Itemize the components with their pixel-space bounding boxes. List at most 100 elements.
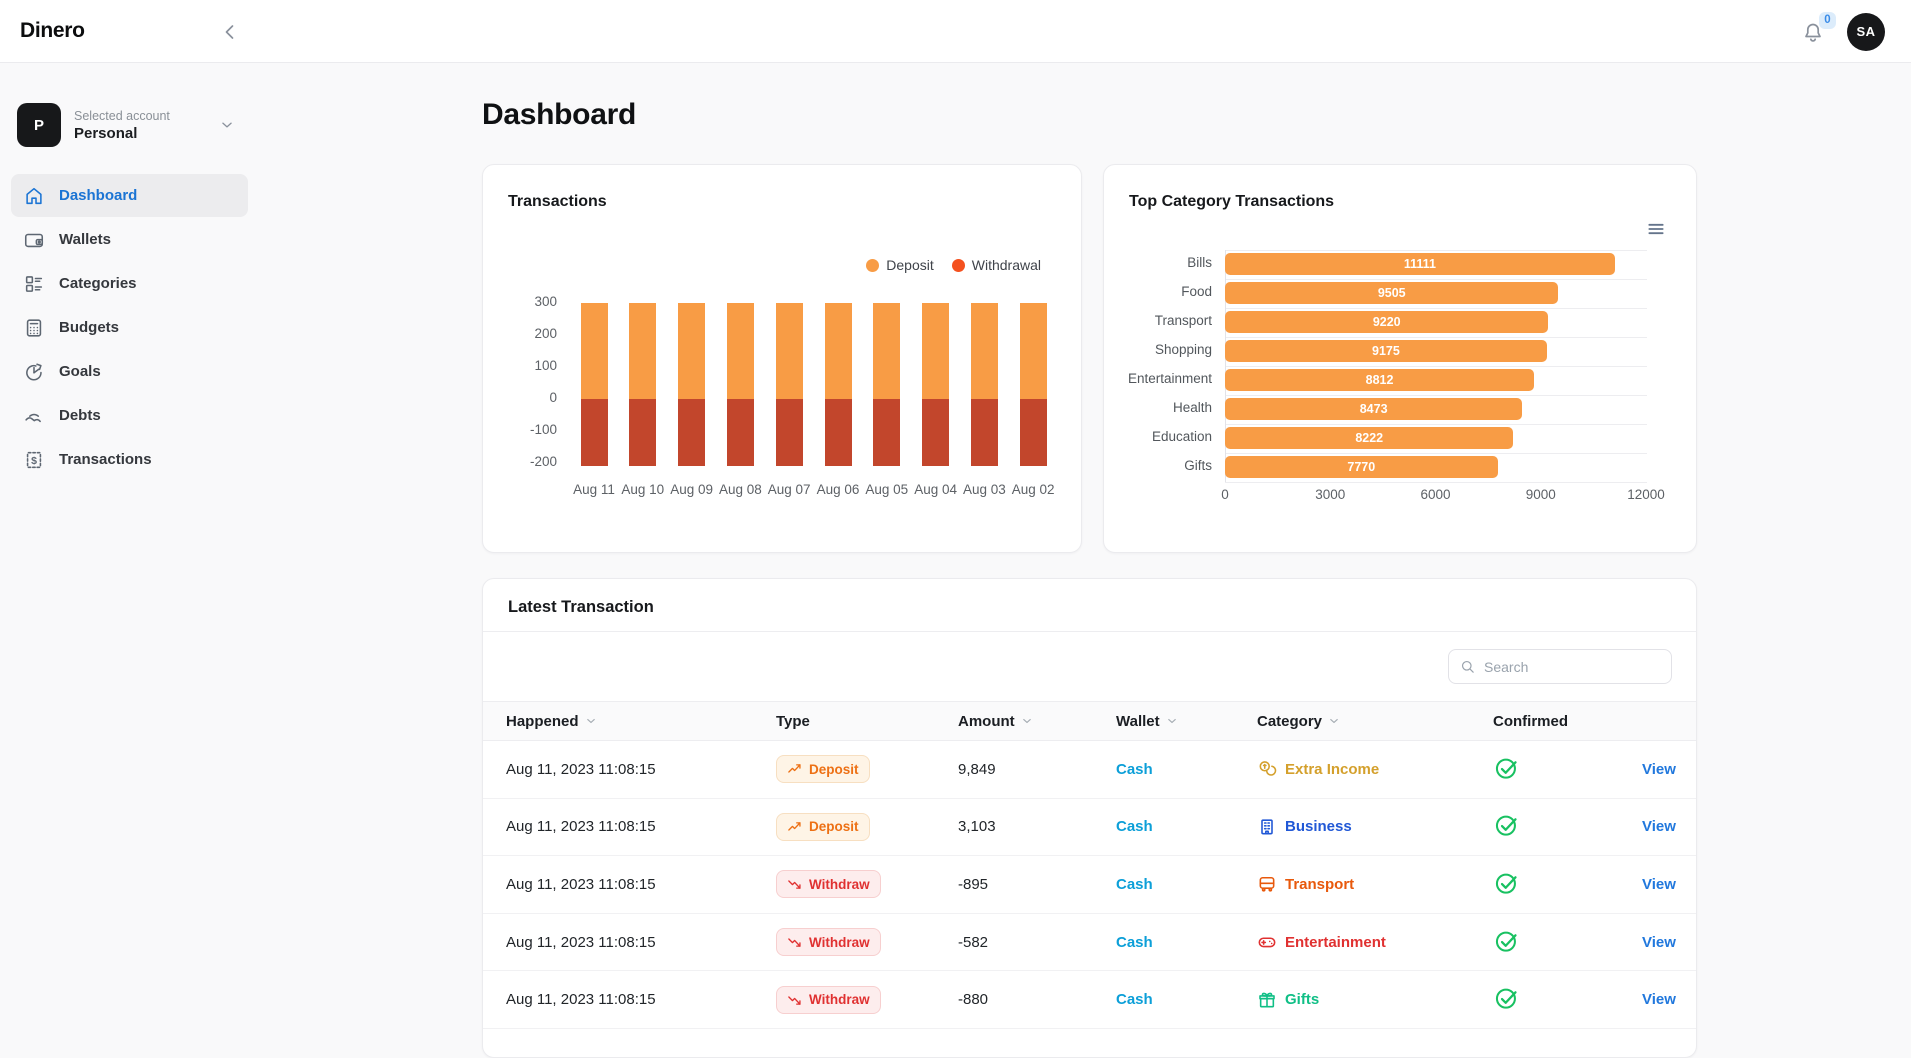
view-link[interactable]: View [1642,933,1676,951]
search-input[interactable] [1484,658,1665,675]
chart-legend: Deposit Withdrawal [866,257,1041,273]
coins-icon [1257,759,1277,779]
view-link[interactable]: View [1642,760,1676,778]
column-header-amount[interactable]: Amount [958,713,1116,730]
sidebar-item-transactions[interactable]: $ Transactions [11,438,248,481]
column-header-confirmed: Confirmed [1493,712,1568,730]
x-axis-tick: 6000 [1420,487,1451,502]
deposit-bar [726,303,754,399]
view-link[interactable]: View [1642,875,1676,893]
check-circle-icon [1493,927,1520,954]
chevron-down-icon [584,714,598,728]
x-axis-tick: 0 [1221,487,1229,502]
deposit-bar [580,303,608,399]
type-badge: Withdraw [776,870,881,899]
sidebar-item-dashboard[interactable]: Dashboard [11,174,248,217]
account-texts: Selected account Personal [74,109,170,142]
type-badge: Deposit [776,812,870,841]
wallet-link[interactable]: Cash [1116,933,1153,951]
sidebar-item-label: Transactions [59,451,152,468]
table-row: Aug 11, 2023 11:08:15 Deposit 9,849 Cash Ext… [483,741,1696,799]
check-circle-icon [1493,811,1520,838]
withdrawal-bar [580,399,608,467]
bus-icon [1257,874,1277,894]
deposit-bar [629,303,657,399]
sidebar-item-categories[interactable]: Categories [11,262,248,305]
chevron-down-icon [1020,714,1034,728]
x-axis-label: Aug 07 [767,482,811,497]
wallet-link[interactable]: Cash [1116,818,1153,836]
trending-down-icon [787,876,803,892]
sidebar: P Selected account Personal Dashboard Wal… [0,63,260,1026]
withdrawal-bar [775,399,803,467]
search-icon [1459,658,1476,675]
category-axis-label: Bills [1187,255,1212,270]
deposit-bar [970,303,998,399]
x-axis-tick: 9000 [1525,487,1556,502]
category-bar: 9220 [1225,311,1549,333]
category-cell: Extra Income [1257,759,1493,779]
sidebar-item-wallets[interactable]: Wallets [11,218,248,261]
category-bar: 8812 [1225,369,1535,391]
x-axis-label: Aug 09 [670,482,713,497]
legend-item-deposit[interactable]: Deposit [866,257,934,273]
sidebar-item-debts[interactable]: Debts [11,394,248,437]
wallet-icon [23,229,45,251]
table-row: Aug 11, 2023 11:08:15 Withdraw -880 Cash Gif… [483,971,1696,1029]
category-cell: Gifts [1257,990,1493,1010]
sidebar-collapse-button[interactable] [218,20,242,44]
table-row: Aug 11, 2023 11:08:15 Withdraw -582 Cash Ent… [483,914,1696,972]
wallet-link[interactable]: Cash [1116,991,1153,1009]
category-axis-label: Transport [1154,313,1212,328]
view-link[interactable]: View [1642,818,1676,836]
check-circle-icon [1493,984,1520,1011]
x-axis-tick: 3000 [1315,487,1346,502]
wallet-link[interactable]: Cash [1116,760,1153,778]
happened-cell: Aug 11, 2023 11:08:15 [506,991,656,1009]
view-link[interactable]: View [1642,991,1676,1009]
transactions-chart-card: Transactions Deposit Withdrawal 300 200 100… [482,164,1082,553]
category-bar: 8222 [1225,427,1514,449]
wallet-link[interactable]: Cash [1116,875,1153,893]
chart-menu-button[interactable] [1646,219,1666,239]
category-bar: 11111 [1225,253,1615,275]
column-header-wallet[interactable]: Wallet [1116,713,1257,730]
gift-icon [1257,990,1277,1010]
category-axis-label: Food [1181,284,1212,299]
account-selector[interactable]: P Selected account Personal [11,103,248,147]
legend-item-withdrawal[interactable]: Withdrawal [951,257,1041,273]
amount-cell: -880 [958,991,989,1009]
x-axis-label: Aug 03 [962,482,1006,497]
column-header-happened[interactable]: Happened [506,713,776,730]
confirmed-cell [1493,927,1642,958]
transactions-chart-title: Transactions [508,193,607,210]
y-axis-tick: -200 [529,454,557,469]
trending-down-icon [787,992,803,1008]
confirmed-cell [1493,754,1642,785]
gamepad-icon [1257,932,1277,952]
category-axis-label: Shopping [1154,342,1212,357]
deposit-bar [873,303,901,399]
x-axis-label: Aug 10 [621,482,665,497]
withdrawal-bar [1019,399,1047,467]
sidebar-item-goals[interactable]: Goals [11,350,248,393]
column-header-type: Type [776,712,810,730]
type-badge: Withdraw [776,928,881,957]
search-box [1448,649,1672,684]
type-badge: Deposit [776,755,870,784]
amount-cell: 3,103 [958,818,996,836]
withdrawal-bar [824,399,852,467]
column-header-category[interactable]: Category [1257,713,1493,730]
sidebar-item-budgets[interactable]: Budgets [11,306,248,349]
notifications-button[interactable]: 0 [1801,11,1836,44]
account-name: Personal [74,124,138,142]
hand-coin-icon [23,405,45,427]
type-badge: Withdraw [776,985,881,1014]
table-header-row: Happened Type Amount Wallet Category Confirme… [483,701,1696,741]
amount-cell: 9,849 [958,760,996,778]
happened-cell: Aug 11, 2023 11:08:15 [506,875,656,893]
category-axis-label: Education [1151,429,1212,444]
confirmed-cell [1493,984,1642,1015]
user-avatar[interactable]: SA [1847,12,1885,51]
